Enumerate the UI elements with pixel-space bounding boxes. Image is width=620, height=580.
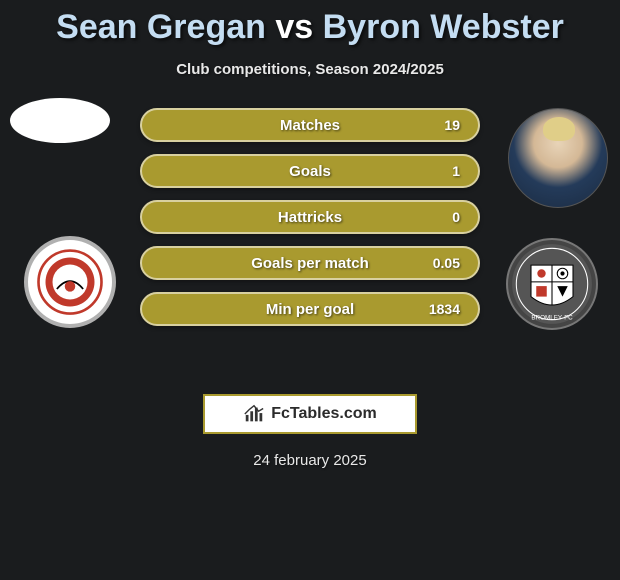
bromley-crest-icon: BROMLEY·FC bbox=[510, 242, 594, 326]
stat-label: Matches bbox=[280, 117, 340, 134]
stat-value-right: 19 bbox=[444, 117, 460, 133]
stat-value-right: 0 bbox=[452, 209, 460, 225]
player1-name: Sean Gregan bbox=[56, 8, 266, 46]
player1-club-crest: F T F C bbox=[24, 236, 116, 328]
stat-label: Min per goal bbox=[266, 301, 354, 318]
stat-value-right: 1 bbox=[452, 163, 460, 179]
date-label: 24 february 2025 bbox=[0, 452, 620, 469]
player1-avatar bbox=[10, 98, 110, 143]
stat-row-hattricks: Hattricks 0 bbox=[140, 200, 480, 234]
stat-label: Goals per match bbox=[251, 255, 369, 272]
stat-label: Goals bbox=[289, 163, 331, 180]
stat-row-matches: Matches 19 bbox=[140, 108, 480, 142]
comparison-title: Sean Gregan vs Byron Webster bbox=[0, 0, 620, 47]
subtitle: Club competitions, Season 2024/2025 bbox=[0, 61, 620, 78]
player2-avatar bbox=[508, 108, 608, 208]
stat-row-mpg: Min per goal 1834 bbox=[140, 292, 480, 326]
bar-chart-icon bbox=[243, 403, 265, 425]
svg-text:F T F C: F T F C bbox=[60, 260, 81, 267]
vs-label: vs bbox=[275, 8, 313, 46]
source-badge: FcTables.com bbox=[203, 394, 417, 434]
player2-club-crest: BROMLEY·FC bbox=[506, 238, 598, 330]
fleetwood-crest-icon: F T F C bbox=[35, 247, 105, 317]
stat-value-right: 0.05 bbox=[433, 255, 460, 271]
stat-row-goals: Goals 1 bbox=[140, 154, 480, 188]
player2-name: Byron Webster bbox=[323, 8, 564, 46]
stats-stage: F T F C BROMLEY·FC Matches 19 Goals 1 Ha bbox=[0, 108, 620, 368]
stat-row-gpm: Goals per match 0.05 bbox=[140, 246, 480, 280]
stat-value-right: 1834 bbox=[429, 301, 460, 317]
stat-bars: Matches 19 Goals 1 Hattricks 0 Goals per… bbox=[140, 108, 480, 338]
source-brand: FcTables.com bbox=[271, 405, 377, 423]
svg-text:BROMLEY·FC: BROMLEY·FC bbox=[531, 315, 573, 322]
stat-label: Hattricks bbox=[278, 209, 342, 226]
